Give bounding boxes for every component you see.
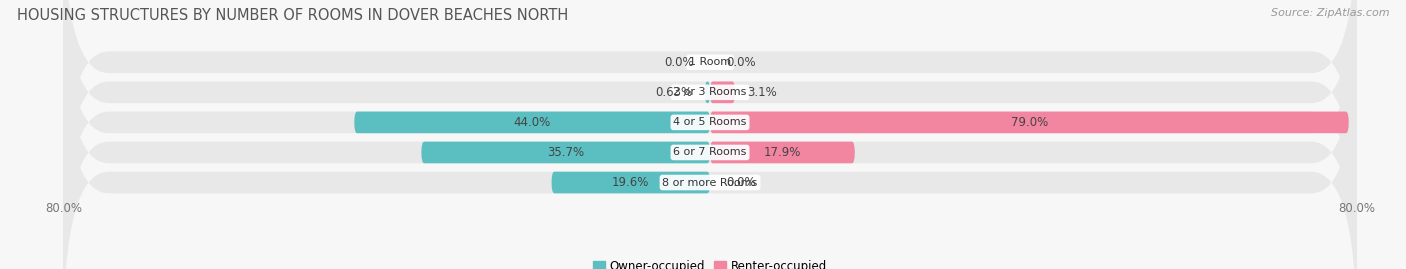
FancyBboxPatch shape: [704, 82, 710, 103]
Legend: Owner-occupied, Renter-occupied: Owner-occupied, Renter-occupied: [593, 260, 827, 269]
FancyBboxPatch shape: [710, 142, 855, 163]
Text: 0.0%: 0.0%: [664, 56, 695, 69]
Text: 0.0%: 0.0%: [725, 176, 756, 189]
Text: 0.0%: 0.0%: [725, 56, 756, 69]
FancyBboxPatch shape: [422, 142, 710, 163]
FancyBboxPatch shape: [63, 0, 1357, 269]
Text: HOUSING STRUCTURES BY NUMBER OF ROOMS IN DOVER BEACHES NORTH: HOUSING STRUCTURES BY NUMBER OF ROOMS IN…: [17, 8, 568, 23]
FancyBboxPatch shape: [710, 82, 735, 103]
Text: 17.9%: 17.9%: [763, 146, 801, 159]
FancyBboxPatch shape: [354, 112, 710, 133]
Text: 19.6%: 19.6%: [612, 176, 650, 189]
Text: 2 or 3 Rooms: 2 or 3 Rooms: [673, 87, 747, 97]
Text: 8 or more Rooms: 8 or more Rooms: [662, 178, 758, 187]
Text: 3.1%: 3.1%: [747, 86, 778, 99]
FancyBboxPatch shape: [63, 0, 1357, 250]
Text: 35.7%: 35.7%: [547, 146, 585, 159]
FancyBboxPatch shape: [63, 0, 1357, 269]
Text: 1 Room: 1 Room: [689, 57, 731, 67]
Text: 44.0%: 44.0%: [513, 116, 551, 129]
FancyBboxPatch shape: [710, 112, 1348, 133]
Text: 0.63%: 0.63%: [655, 86, 693, 99]
Text: 6 or 7 Rooms: 6 or 7 Rooms: [673, 147, 747, 157]
FancyBboxPatch shape: [551, 172, 710, 193]
FancyBboxPatch shape: [63, 0, 1357, 220]
Text: 4 or 5 Rooms: 4 or 5 Rooms: [673, 117, 747, 128]
Text: 79.0%: 79.0%: [1011, 116, 1047, 129]
Text: Source: ZipAtlas.com: Source: ZipAtlas.com: [1271, 8, 1389, 18]
FancyBboxPatch shape: [63, 25, 1357, 269]
